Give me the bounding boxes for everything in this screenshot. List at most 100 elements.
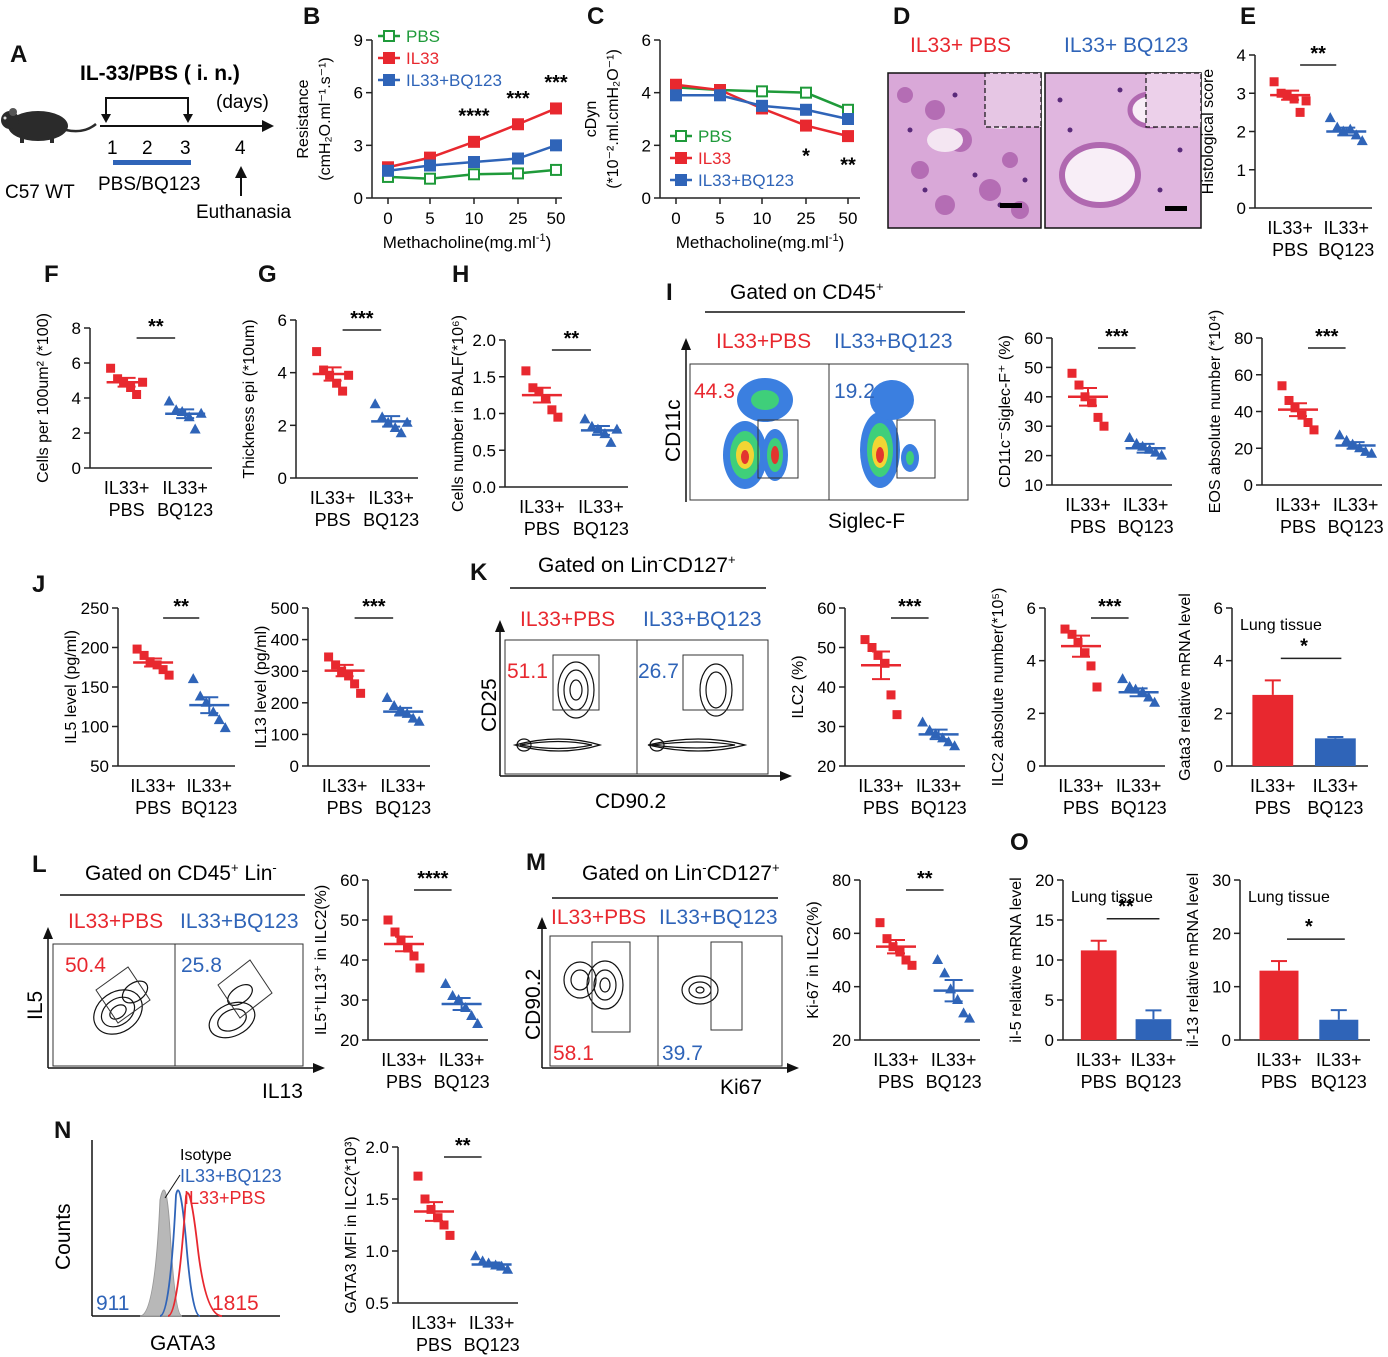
y-tick-label: 40 — [340, 951, 359, 970]
flow-i-left-pct: 44.3 — [694, 380, 735, 403]
data-point — [800, 119, 812, 132]
data-point — [512, 152, 524, 165]
x-tick-label: 5 — [425, 209, 434, 228]
data-point — [714, 89, 726, 102]
mouse-icon — [1, 108, 97, 143]
x-category-label: IL33+ — [1065, 495, 1111, 515]
chart-note: Lung tissue — [1248, 889, 1330, 906]
x-tick-label: 5 — [715, 209, 724, 228]
chart-h-balf-cells: 0.0 0.5 1.0 1.5 2.0 Cells number in BALF(*10⁶… — [450, 315, 629, 539]
y-tick-label: 4 — [1237, 46, 1246, 65]
data-point — [152, 660, 162, 670]
x-category-label: PBS — [1261, 1072, 1297, 1092]
data-point — [1087, 398, 1097, 408]
y-tick-label: 2 — [1214, 704, 1223, 723]
data-point — [943, 736, 955, 747]
significance-marker: *** — [1098, 596, 1122, 618]
flow-l-right-title: IL33+BQ123 — [180, 910, 299, 933]
significance-marker: **** — [417, 868, 448, 890]
y-tick-label: 4 — [72, 389, 81, 408]
y-tick-label: 150 — [81, 678, 109, 697]
y-tick-label: 50 — [1024, 358, 1043, 377]
chart-b-resistance: 0 3 6 9 Resistance (cmH₂O.ml⁻¹.s⁻¹) 0 5 10 25 50 Me… — [295, 27, 568, 252]
bar — [1252, 694, 1294, 766]
x-category-label: IL33+ — [1275, 495, 1321, 515]
data-point — [350, 679, 360, 689]
bq123-label: IL33+BQ123 — [180, 1166, 282, 1186]
legend-label: IL33 — [406, 49, 439, 68]
data-point — [882, 934, 892, 944]
y-tick-label: 400 — [271, 631, 299, 650]
y-tick-label: 60 — [817, 599, 836, 618]
flow-i-density-left — [723, 378, 793, 489]
data-point — [842, 113, 854, 125]
significance-marker: *** — [1105, 326, 1129, 348]
data-point — [1324, 112, 1336, 123]
data-point — [1086, 661, 1096, 671]
legend-label: IL33+BQ123 — [406, 71, 502, 90]
data-point — [932, 954, 944, 964]
y-tick-label: 6 — [642, 31, 651, 50]
panel-l-flow: Gated on CD45+ Lin- IL33+PBS IL33+BQ123 … — [24, 860, 325, 1103]
treatment-label: PBS/BQ123 — [98, 174, 200, 195]
y-tick-label: 3 — [1237, 84, 1246, 103]
isotype-curve — [139, 1189, 183, 1317]
x-category-label: BQ123 — [434, 1072, 490, 1092]
y-tick-label: 0 — [72, 459, 81, 478]
data-point — [1366, 447, 1378, 458]
x-category-label: IL33+ — [1123, 495, 1169, 515]
x-category-label: PBS — [1272, 240, 1308, 260]
significance-marker: ** — [564, 328, 580, 350]
y-tick-label: 80 — [832, 871, 851, 890]
data-point — [312, 347, 322, 357]
flow-k-gate: Gated on Lin-CD127+ — [538, 552, 736, 577]
data-point — [1080, 648, 1090, 658]
y-tick-label: 2.0 — [472, 331, 496, 350]
x-category-label: IL33+ — [322, 776, 368, 796]
data-point — [547, 405, 557, 415]
y-tick-label: 8 — [72, 319, 81, 338]
legend-marker — [383, 30, 395, 42]
x-category-label: BQ123 — [911, 798, 967, 818]
data-point — [1360, 445, 1372, 456]
y-tick-label: 0 — [642, 189, 651, 208]
panel-labels: A B C D E F G H I J K L M N O — [10, 3, 1256, 1144]
y-tick-label: 1 — [1237, 161, 1246, 180]
data-point — [383, 915, 393, 925]
x-category-label: PBS — [135, 798, 171, 818]
y-axis-label: Histological score — [1200, 69, 1217, 194]
day-3: 3 — [180, 138, 191, 159]
significance-marker: *** — [362, 596, 386, 618]
y-tick-label: 6 — [1214, 599, 1223, 618]
y-tick-label: 6 — [1027, 599, 1036, 618]
histogram-left-value: 911 — [96, 1292, 129, 1315]
y-tick-label: 0 — [1244, 476, 1253, 495]
y-tick-label: 50 — [340, 911, 359, 930]
y-tick-label: 4 — [642, 84, 651, 103]
flow-l-right-pct: 25.8 — [181, 954, 222, 977]
x-category-label: IL33+ — [931, 1050, 977, 1070]
flow-i-left-title: IL33+PBS — [716, 330, 811, 353]
histology-title-bq: IL33+ BQ123 — [1064, 34, 1188, 57]
y-tick-label: 10 — [1024, 476, 1043, 495]
data-point — [470, 1250, 482, 1261]
data-point — [1073, 637, 1083, 647]
flow-i-right-pct: 19.2 — [834, 380, 875, 403]
data-point — [440, 978, 452, 988]
flow-n-ylabel: Counts — [52, 1203, 75, 1270]
x-tick-label: 10 — [753, 209, 772, 228]
x-category-label: BQ123 — [1118, 517, 1174, 537]
x-axis-label: Methacholine(mg.ml-1) — [676, 232, 845, 252]
x-category-label: PBS — [1255, 798, 1291, 818]
x-category-label: BQ123 — [1311, 1072, 1367, 1092]
x-tick-label: 50 — [547, 209, 566, 228]
flow-k-left-pct: 51.1 — [507, 660, 548, 683]
data-point — [873, 650, 883, 660]
flow-k-right-pct: 26.7 — [638, 660, 679, 683]
data-point — [1150, 446, 1162, 457]
data-point — [332, 378, 342, 388]
panel-a-title: IL-33/PBS ( i. n.) — [80, 62, 240, 85]
